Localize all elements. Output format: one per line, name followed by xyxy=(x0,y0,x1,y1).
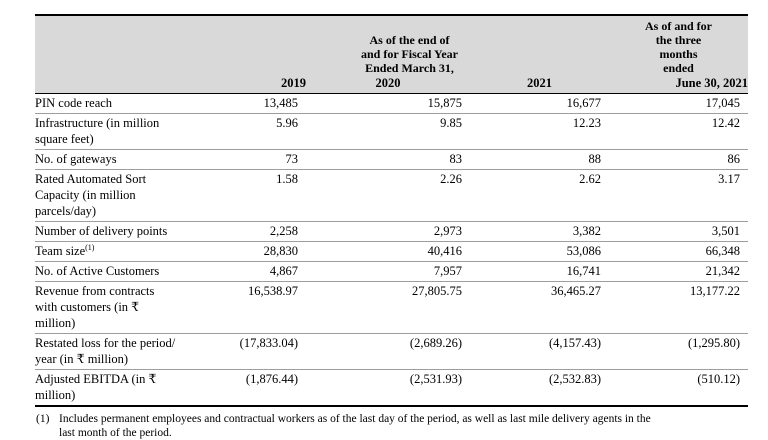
cell-value: (2,689.26) xyxy=(409,336,462,350)
row-label: No. of Active Customers xyxy=(35,264,160,278)
row-label: Team size(1) xyxy=(35,242,210,262)
row-label: PIN code reach xyxy=(35,96,113,110)
cell-value: 83 xyxy=(449,152,463,166)
cell-value: 88 xyxy=(588,152,602,166)
cell-value: 27,805.75 xyxy=(412,284,462,298)
header-spacer xyxy=(35,15,210,75)
header-date-june-30-2021: June 30, 2021 xyxy=(675,76,749,90)
table-row-rated-sort-capacity: Rated Automated Sort Capacity (in millio… xyxy=(35,170,749,222)
cell-value: 2.26 xyxy=(440,172,462,186)
cell-value: (2,531.93) xyxy=(409,372,462,386)
cell-value: 2.62 xyxy=(579,172,602,186)
row-label: No. of gateways xyxy=(35,152,117,166)
footnote-reference: (1) xyxy=(85,242,95,252)
header-group-row: As of the end of and for Fiscal Year End… xyxy=(35,15,748,75)
footnote: (1) Includes permanent employees and con… xyxy=(35,412,748,440)
table-row-restated-loss: Restated loss for the period/ year (in ₹… xyxy=(35,334,749,370)
table-row-gateways: No. of gateways 73 83 88 86 xyxy=(35,150,749,170)
cell-value: 13,177.22 xyxy=(690,284,741,298)
cell-value: (1,876.44) xyxy=(245,372,298,386)
cell-value: 3,382 xyxy=(572,224,602,238)
header-year-2021: 2021 xyxy=(527,76,552,90)
cell-value: 13,485 xyxy=(263,96,298,110)
cell-value: 4,867 xyxy=(269,264,298,278)
row-label: Adjusted EBITDA (in ₹ million) xyxy=(35,372,157,402)
table-row-adjusted-ebitda: Adjusted EBITDA (in ₹ million) (1,876.44… xyxy=(35,370,748,407)
cell-value: 86 xyxy=(727,152,741,166)
cell-value: 3.17 xyxy=(718,172,741,186)
cell-value: 36,465.27 xyxy=(551,284,602,298)
table-row-pin-code-reach: PIN code reach 13,485 15,875 16,677 17,0… xyxy=(35,94,749,114)
cell-value: 5.96 xyxy=(276,116,298,130)
header-years-row: 2019 2020 2021 June 30, 2021 xyxy=(35,75,748,94)
row-label: Number of delivery points xyxy=(35,224,168,238)
cell-value: 9.85 xyxy=(440,116,462,130)
cell-value: 73 xyxy=(285,152,299,166)
header-year-2019: 2019 xyxy=(281,76,306,90)
cell-value: (1,295.80) xyxy=(687,336,741,350)
cell-value: 66,348 xyxy=(705,244,741,258)
cell-value: 16,538.97 xyxy=(248,284,298,298)
row-label: Rated Automated Sort Capacity (in millio… xyxy=(35,172,147,218)
table-row-active-customers: No. of Active Customers 4,867 7,957 16,7… xyxy=(35,262,749,282)
cell-value: 3,501 xyxy=(711,224,741,238)
cell-value: (17,833.04) xyxy=(239,336,298,350)
row-label: Revenue from contracts with customers (i… xyxy=(35,284,155,330)
footnote-marker: (1) xyxy=(36,413,50,425)
row-label-text: Team size xyxy=(35,244,86,258)
cell-value: 7,957 xyxy=(433,264,462,278)
cell-value: 2,258 xyxy=(269,224,298,238)
table-row-delivery-points: Number of delivery points 2,258 2,973 3,… xyxy=(35,222,749,242)
cell-value: 2,973 xyxy=(433,224,462,238)
cell-value: 1.58 xyxy=(276,172,298,186)
cell-value: 21,342 xyxy=(705,264,741,278)
financial-summary-table: As of the end of and for Fiscal Year End… xyxy=(35,14,749,407)
cell-value: 17,045 xyxy=(705,96,741,110)
cell-value: (2,532.83) xyxy=(548,372,602,386)
header-fiscal-year-group: As of the end of and for Fiscal Year End… xyxy=(361,33,458,75)
cell-value: 15,875 xyxy=(427,96,462,110)
cell-value: 16,741 xyxy=(566,264,602,278)
table-row-infrastructure: Infrastructure (in million square feet) … xyxy=(35,114,749,150)
table-body: PIN code reach 13,485 15,875 16,677 17,0… xyxy=(35,94,749,407)
cell-value: 12.42 xyxy=(711,116,741,130)
table-header: As of the end of and for Fiscal Year End… xyxy=(35,15,749,94)
row-label: Infrastructure (in million square feet) xyxy=(35,116,160,146)
cell-value: (510.12) xyxy=(697,372,741,386)
header-three-months-group: As of and for the three months ended xyxy=(645,19,713,75)
cell-value: 12.23 xyxy=(572,116,602,130)
row-label: Restated loss for the period/ year (in ₹… xyxy=(35,336,176,366)
cell-value: 53,086 xyxy=(566,244,602,258)
header-year-2020: 2020 xyxy=(375,76,401,90)
cell-value: 16,677 xyxy=(566,96,602,110)
header-spacer xyxy=(35,75,210,94)
cell-value: 40,416 xyxy=(427,244,462,258)
table-row-team-size: Team size(1) 28,830 40,416 53,086 66,348 xyxy=(35,242,749,262)
cell-value: 28,830 xyxy=(263,244,298,258)
cell-value: (4,157.43) xyxy=(548,336,602,350)
table-row-revenue: Revenue from contracts with customers (i… xyxy=(35,282,749,334)
footnote-text: Includes permanent employees and contrac… xyxy=(59,413,651,439)
